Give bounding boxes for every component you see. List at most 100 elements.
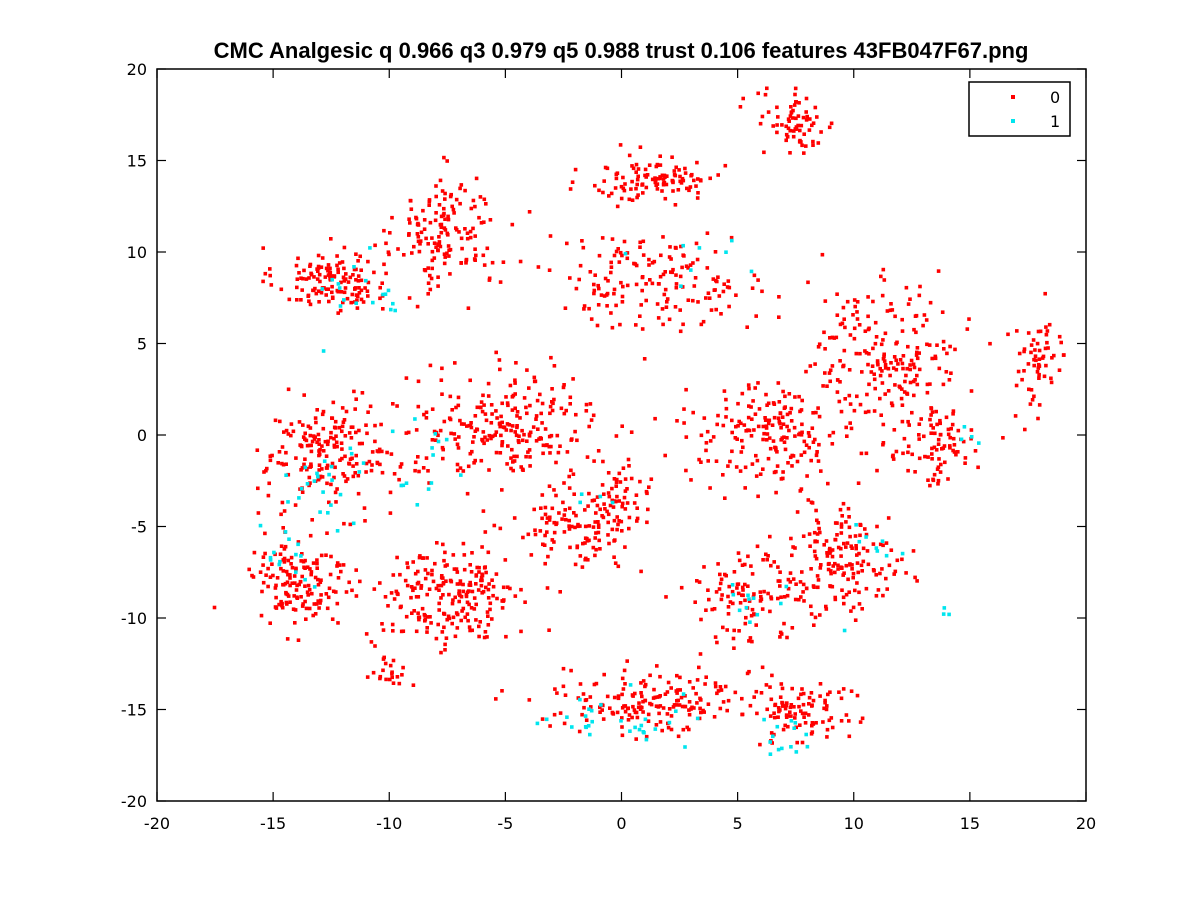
scatter-point-series-1 — [570, 725, 574, 729]
scatter-point-series-0 — [1028, 402, 1033, 406]
scatter-point-series-1 — [312, 585, 317, 589]
scatter-point-series-0 — [844, 713, 849, 717]
scatter-point-series-0 — [797, 432, 801, 437]
scatter-point-series-0 — [709, 308, 714, 312]
scatter-point-series-0 — [839, 696, 844, 701]
scatter-point-series-0 — [564, 408, 568, 413]
scatter-point-series-0 — [464, 261, 468, 265]
scatter-point-series-0 — [792, 705, 796, 709]
scatter-point-series-0 — [623, 507, 628, 511]
scatter-point-series-0 — [468, 628, 472, 633]
scatter-point-series-1 — [327, 472, 331, 477]
scatter-point-series-0 — [626, 718, 631, 722]
scatter-point-series-0 — [280, 500, 285, 505]
scatter-point-series-0 — [384, 271, 388, 276]
scatter-point-series-0 — [836, 563, 840, 568]
scatter-point-series-0 — [409, 207, 414, 211]
scatter-point-series-0 — [801, 590, 805, 594]
scatter-point-series-0 — [640, 327, 645, 331]
scatter-point-series-0 — [663, 270, 667, 274]
scatter-point-series-0 — [771, 439, 776, 443]
scatter-point-series-1 — [775, 724, 780, 729]
scatter-point-series-0 — [421, 556, 425, 560]
scatter-point-series-0 — [763, 416, 767, 420]
scatter-point-series-0 — [532, 507, 536, 512]
scatter-point-series-0 — [888, 308, 893, 313]
scatter-point-series-0 — [785, 635, 789, 640]
scatter-point-series-0 — [552, 712, 557, 717]
scatter-point-series-0 — [831, 564, 835, 568]
scatter-point-series-0 — [649, 702, 654, 707]
scatter-point-series-0 — [600, 483, 605, 487]
scatter-point-series-0 — [350, 456, 354, 461]
scatter-point-series-0 — [801, 691, 806, 696]
scatter-point-series-0 — [716, 413, 720, 418]
scatter-point-series-0 — [286, 387, 291, 392]
scatter-point-series-0 — [486, 587, 491, 592]
scatter-point-series-0 — [641, 239, 646, 244]
scatter-point-series-0 — [307, 299, 311, 303]
scatter-point-series-0 — [655, 695, 660, 699]
scatter-point-series-0 — [811, 440, 816, 444]
scatter-point-series-0 — [887, 563, 892, 568]
scatter-point-series-0 — [361, 300, 366, 304]
scatter-point-series-0 — [847, 719, 851, 723]
scatter-point-series-0 — [540, 493, 545, 497]
scatter-point-series-0 — [676, 698, 680, 703]
scatter-point-series-0 — [459, 236, 464, 241]
scatter-point-series-0 — [282, 430, 286, 434]
scatter-point-series-0 — [467, 602, 471, 607]
scatter-point-series-0 — [678, 174, 682, 179]
scatter-point-series-0 — [793, 434, 797, 438]
scatter-point-series-0 — [799, 709, 803, 713]
scatter-point-series-0 — [439, 650, 443, 655]
scatter-point-series-0 — [906, 450, 910, 455]
scatter-point-series-0 — [831, 430, 836, 435]
scatter-point-series-0 — [614, 480, 619, 485]
scatter-point-series-0 — [407, 232, 411, 236]
scatter-point-series-0 — [556, 450, 561, 455]
scatter-point-series-0 — [465, 424, 469, 428]
scatter-point-series-0 — [478, 620, 482, 624]
scatter-point-series-0 — [901, 354, 906, 358]
scatter-point-series-0 — [946, 427, 951, 432]
scatter-point-series-0 — [636, 193, 640, 197]
scatter-point-series-0 — [739, 421, 743, 426]
scatter-point-series-0 — [871, 299, 875, 304]
scatter-point-series-0 — [758, 121, 763, 126]
scatter-point-series-0 — [773, 702, 778, 707]
scatter-point-series-0 — [618, 143, 623, 147]
scatter-point-series-1 — [724, 250, 728, 254]
scatter-point-series-0 — [312, 275, 316, 279]
scatter-point-series-0 — [824, 604, 828, 609]
scatter-point-series-0 — [687, 700, 692, 704]
scatter-point-series-0 — [491, 593, 495, 598]
scatter-point-series-0 — [419, 230, 424, 235]
scatter-point-series-0 — [309, 572, 313, 577]
scatter-point-series-0 — [805, 474, 809, 478]
scatter-point-series-0 — [673, 203, 678, 207]
scatter-point-series-0 — [596, 449, 601, 453]
scatter-point-series-0 — [737, 558, 742, 563]
scatter-point-series-0 — [772, 415, 777, 420]
scatter-point-series-0 — [812, 549, 817, 554]
scatter-point-series-0 — [859, 451, 864, 456]
scatter-point-series-0 — [392, 472, 397, 476]
scatter-point-series-0 — [383, 661, 388, 666]
scatter-point-series-0 — [255, 448, 260, 452]
scatter-point-series-0 — [721, 289, 726, 294]
scatter-point-series-0 — [437, 588, 441, 592]
scatter-point-series-0 — [577, 277, 581, 282]
scatter-point-series-0 — [750, 417, 754, 421]
scatter-point-series-0 — [312, 602, 317, 606]
scatter-point-series-1 — [628, 683, 633, 687]
scatter-point-series-0 — [677, 703, 682, 707]
scatter-point-series-0 — [515, 414, 519, 418]
scatter-point-series-1 — [329, 503, 333, 507]
scatter-point-series-0 — [889, 361, 893, 365]
scatter-point-series-0 — [922, 434, 926, 439]
scatter-point-series-0 — [793, 86, 798, 91]
scatter-point-series-0 — [627, 153, 632, 158]
scatter-point-series-0 — [778, 695, 783, 699]
scatter-point-series-0 — [632, 708, 637, 712]
